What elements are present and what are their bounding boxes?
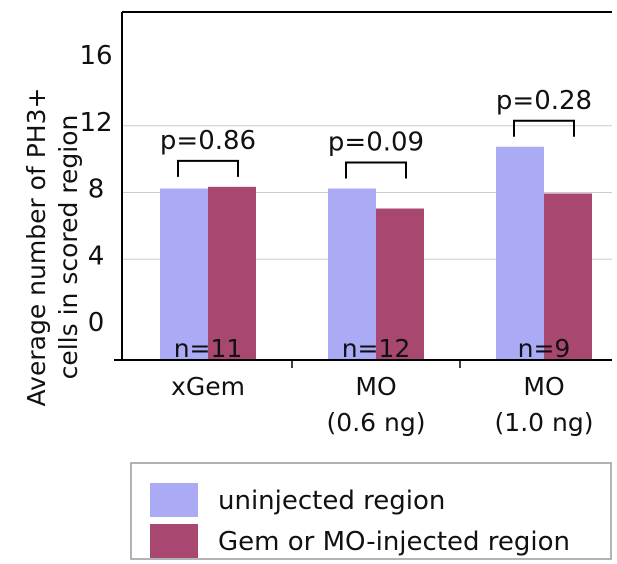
- y-tick-label: 12: [79, 108, 112, 138]
- y-tick-labels: 16 12 8 4 0: [79, 41, 112, 338]
- bar-injected: [544, 193, 592, 360]
- bar-uninjected: [496, 146, 544, 360]
- y-axis-title-line: cells in scored region: [54, 115, 83, 380]
- y-tick-label: 4: [88, 241, 105, 271]
- n-label: n=12: [342, 334, 411, 363]
- n-label: n=11: [174, 334, 243, 363]
- legend-swatch: [150, 483, 198, 517]
- x-tick-label: (0.6 ng): [327, 408, 426, 437]
- y-tick-label: 16: [79, 41, 112, 71]
- x-tick-label: (1.0 ng): [495, 408, 594, 437]
- significance-bracket: [513, 119, 575, 137]
- annotations: p=0.86 n=11 p=0.09 n=12 p=0.28 n=9: [160, 86, 592, 363]
- x-tick-label: MO: [355, 372, 396, 401]
- n-label: n=9: [518, 334, 571, 363]
- bar-uninjected: [160, 188, 208, 360]
- legend-label: Gem or MO-injected region: [218, 527, 570, 557]
- axes: [114, 11, 612, 368]
- significance-bracket: [345, 161, 407, 179]
- bars: [160, 146, 592, 360]
- legend-box: [130, 462, 612, 560]
- significance-bracket: [177, 159, 239, 177]
- legend-label: uninjected region: [218, 486, 445, 516]
- y-axis-title: Average number of PH3+ cells in scored re…: [22, 88, 83, 407]
- x-tick-label: MO: [523, 372, 564, 401]
- x-tick-label: xGem: [171, 372, 245, 401]
- bar-uninjected: [328, 188, 376, 360]
- bar-injected: [376, 208, 424, 360]
- x-tick-labels: xGem MO (0.6 ng) MO (1.0 ng): [171, 372, 593, 437]
- p-value-label: p=0.28: [496, 86, 592, 116]
- y-tick-label: 8: [88, 175, 105, 205]
- legend-swatch: [150, 524, 198, 558]
- y-axis-title-line: Average number of PH3+: [22, 88, 51, 407]
- y-tick-label: 0: [88, 308, 105, 338]
- p-value-label: p=0.09: [328, 128, 424, 158]
- legend: uninjected region Gem or MO-injected regi…: [130, 462, 612, 560]
- p-value-label: p=0.86: [160, 126, 256, 156]
- bar-injected: [208, 186, 256, 360]
